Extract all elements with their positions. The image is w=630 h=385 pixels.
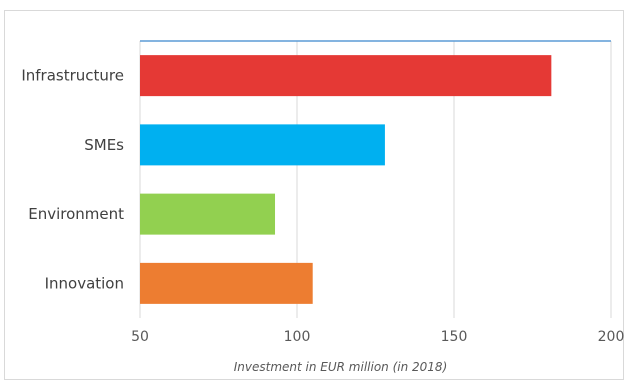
bar-infrastructure xyxy=(140,55,552,97)
category-label-smes: SMEs xyxy=(84,136,124,154)
x-tick-labels: 50 100 150 200 xyxy=(131,329,624,345)
x-axis-title: Investment in EUR million (in 2018) xyxy=(234,360,448,374)
category-label-innovation: Innovation xyxy=(45,274,124,292)
bar-innovation xyxy=(140,262,313,304)
x-tick-label-150: 150 xyxy=(441,329,468,345)
x-tick-label-200: 200 xyxy=(598,329,625,345)
category-labels: Infrastructure SMEs Environment Innovation xyxy=(21,67,124,293)
bars xyxy=(140,55,552,304)
x-tick-label-100: 100 xyxy=(284,329,311,345)
category-label-infrastructure: Infrastructure xyxy=(21,67,124,85)
x-tick-label-50: 50 xyxy=(131,329,149,345)
bar-smes xyxy=(140,124,385,166)
bar-environment xyxy=(140,193,276,235)
category-label-environment: Environment xyxy=(28,205,124,223)
